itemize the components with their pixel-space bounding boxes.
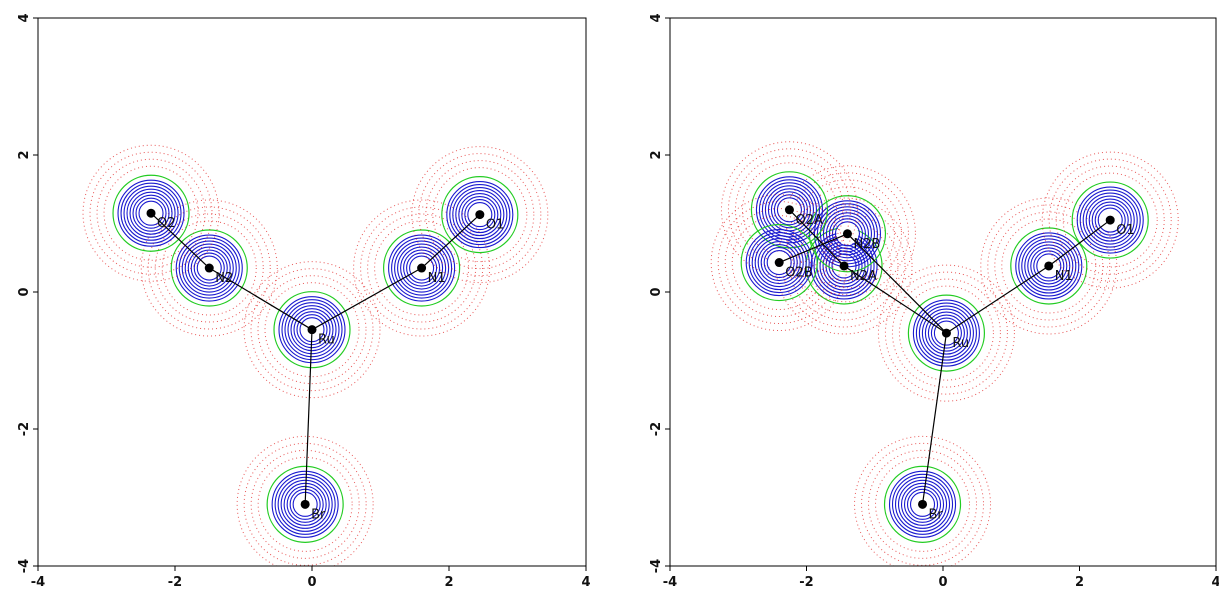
contour-plot: Ru Br N1 N2 O1 O2 -4 -2 0 2 4 -4 -2 0 2 4 — [17, 13, 591, 590]
atom-label: Br — [311, 507, 326, 522]
x-tick-label: 4 — [581, 575, 590, 590]
plot-area: Ru Br N1 N2 O1 O2 — [83, 145, 548, 572]
atom — [475, 210, 484, 219]
y-tick-label: -4 — [649, 559, 664, 573]
bond — [312, 268, 422, 330]
x-tick-label: -4 — [31, 575, 45, 590]
x-tick-label: 2 — [444, 575, 453, 590]
atom-label: O2 — [157, 216, 176, 231]
atom — [417, 264, 426, 273]
atom-label: O2B — [785, 266, 812, 281]
x-tick-label: -2 — [168, 575, 182, 590]
atom — [843, 229, 852, 238]
x-tick-label: 2 — [1075, 575, 1084, 590]
atom-label: N1 — [428, 271, 446, 286]
atom-label: O1 — [1116, 223, 1135, 238]
atom-label: N2 — [215, 271, 233, 286]
y-tick-label: 0 — [17, 287, 32, 296]
plot-area: Ru Br N1 O1 N2A N2B O2A O2B — [711, 142, 1178, 573]
x-tick-label: 0 — [938, 575, 947, 590]
bond — [946, 266, 1048, 333]
x-tick-label: -2 — [799, 575, 813, 590]
atom-label: N2B — [853, 237, 880, 252]
atom — [1044, 261, 1053, 270]
bond — [1049, 220, 1110, 266]
atom-label: Ru — [952, 336, 969, 351]
y-tick-label: 4 — [17, 13, 32, 22]
plot-frame — [670, 18, 1216, 566]
atom — [301, 500, 310, 509]
atom — [1106, 216, 1115, 225]
atom — [918, 500, 927, 509]
figure: Ru Br N1 N2 O1 O2 -4 -2 0 2 4 -4 -2 0 2 4 Ru Br N1 O1 N2A N2B… — [0, 0, 1219, 593]
atom-label: N2A — [850, 269, 877, 284]
atom-label: O1 — [486, 218, 505, 233]
atom-label: O2A — [795, 213, 823, 228]
atom — [840, 261, 849, 270]
atom — [775, 258, 784, 267]
x-tick-label: 0 — [307, 575, 316, 590]
atom-label: Br — [929, 507, 944, 522]
x-tick-label: -4 — [663, 575, 677, 590]
y-tick-label: -2 — [17, 422, 32, 436]
y-tick-label: -4 — [17, 559, 32, 573]
atom — [308, 325, 317, 334]
y-tick-label: 0 — [649, 287, 664, 296]
y-tick-label: 2 — [17, 150, 32, 159]
atom — [147, 209, 156, 218]
atom — [942, 329, 951, 338]
y-tick-label: 4 — [649, 13, 664, 22]
atom-label: N1 — [1055, 269, 1073, 284]
contour-plot: Ru Br N1 O1 N2A N2B O2A O2B -4 -2 0 2 4 -4 -2 0 2 4 — [649, 13, 1219, 590]
atom — [785, 205, 794, 214]
atom-label: Ru — [318, 333, 335, 348]
atom — [205, 264, 214, 273]
x-tick-label: 4 — [1211, 575, 1219, 590]
y-tick-label: -2 — [649, 422, 664, 436]
y-tick-label: 2 — [649, 150, 664, 159]
